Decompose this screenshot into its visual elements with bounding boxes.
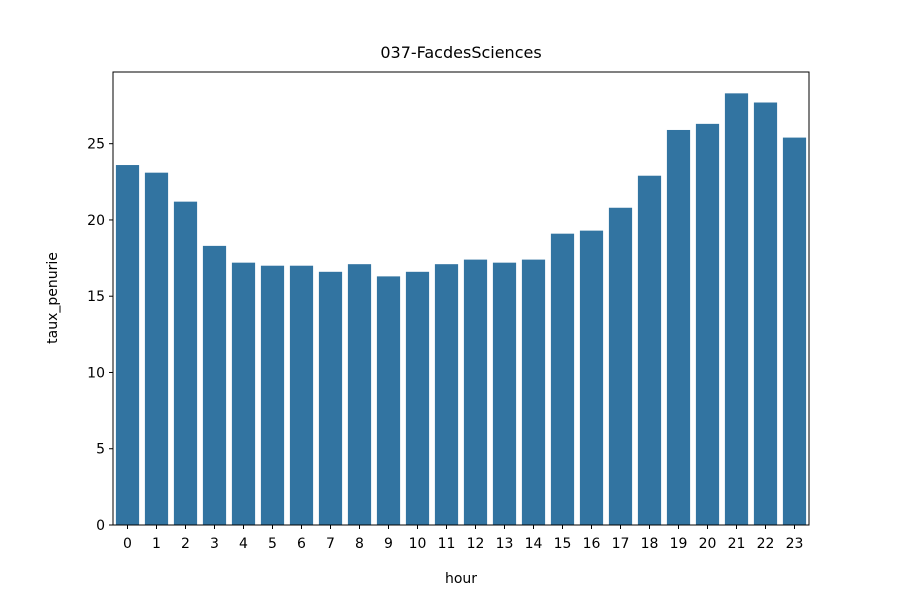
y-tick-label: 25 — [87, 137, 105, 153]
bar-hour-20 — [695, 123, 720, 526]
y-axis-ticks: 0 5 10 15 20 25 — [87, 137, 113, 534]
x-tick-label: 23 — [786, 536, 804, 552]
bar-hour-11 — [434, 264, 459, 525]
x-tick-label: 15 — [554, 536, 572, 552]
bar-hour-3 — [202, 245, 227, 525]
plot-frame — [112, 71, 810, 526]
bar-hour-13 — [492, 262, 517, 525]
x-tick-label: 5 — [268, 536, 277, 552]
x-tick-label: 8 — [355, 536, 364, 552]
x-tick-label: 9 — [384, 536, 393, 552]
chart-title: 037-FacdesSciences — [380, 43, 541, 62]
x-tick-label: 12 — [467, 536, 485, 552]
bar-hour-18 — [637, 175, 662, 525]
y-tick-label: 0 — [96, 518, 105, 534]
bar-hour-9 — [376, 276, 401, 525]
x-tick-label: 3 — [210, 536, 219, 552]
bar-hour-17 — [608, 207, 633, 525]
bar-hour-21 — [724, 93, 749, 525]
bar-hour-15 — [550, 233, 575, 525]
x-tick-label: 10 — [409, 536, 427, 552]
x-tick-label: 2 — [181, 536, 190, 552]
x-tick-label: 21 — [728, 536, 746, 552]
bar-hour-1 — [144, 172, 169, 526]
x-tick-label: 1 — [152, 536, 161, 552]
x-tick-label: 20 — [699, 536, 717, 552]
bar-hour-2 — [173, 201, 198, 525]
y-tick-label: 10 — [87, 365, 105, 381]
x-tick-label: 13 — [496, 536, 514, 552]
bar-hour-10 — [405, 271, 430, 525]
bar-hour-12 — [463, 259, 488, 525]
bars-group — [115, 93, 807, 526]
bar-hour-6 — [289, 265, 314, 525]
bar-hour-16 — [579, 230, 604, 525]
x-tick-label: 17 — [612, 536, 630, 552]
x-tick-label: 4 — [239, 536, 248, 552]
x-tick-label: 16 — [583, 536, 601, 552]
bar-hour-7 — [318, 271, 343, 525]
x-tick-label: 7 — [326, 536, 335, 552]
x-tick-label: 14 — [525, 536, 543, 552]
bar-hour-0 — [115, 165, 140, 526]
bar-hour-5 — [260, 265, 285, 525]
x-axis-ticks: 0 1 2 3 4 5 6 7 8 9 10 11 12 13 14 15 16 17 18 19 20 21 22 23 — [123, 525, 803, 552]
x-tick-label: 6 — [297, 536, 306, 552]
y-tick-label: 20 — [87, 213, 105, 229]
bar-hour-23 — [782, 137, 807, 525]
bar-hour-22 — [753, 102, 778, 525]
bar-hour-19 — [666, 129, 691, 525]
x-tick-label: 19 — [670, 536, 688, 552]
y-axis-label: taux_penurie — [45, 252, 61, 344]
x-axis-label: hour — [445, 571, 477, 587]
bar-hour-8 — [347, 264, 372, 525]
x-tick-label: 11 — [438, 536, 456, 552]
x-tick-label: 0 — [123, 536, 132, 552]
bar-hour-14 — [521, 259, 546, 525]
bar-hour-4 — [231, 262, 256, 525]
y-tick-label: 5 — [96, 442, 105, 458]
y-tick-label: 15 — [87, 289, 105, 305]
x-tick-label: 18 — [641, 536, 659, 552]
x-tick-label: 22 — [757, 536, 775, 552]
